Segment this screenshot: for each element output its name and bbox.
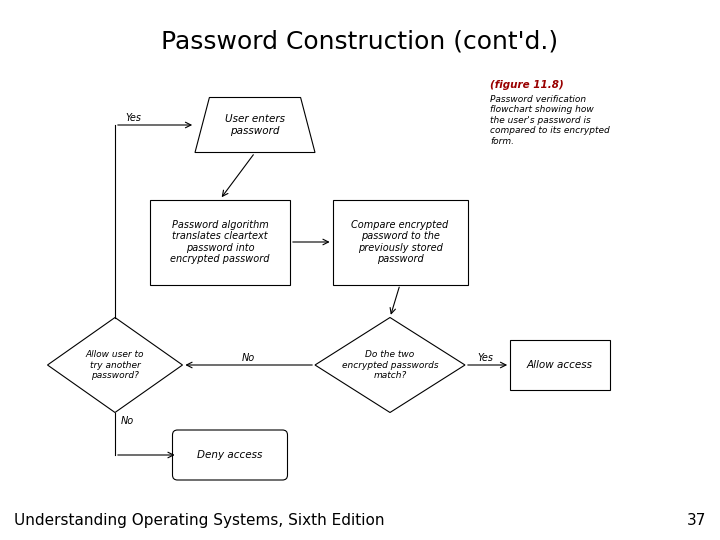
Text: Compare encrypted
password to the
previously stored
password: Compare encrypted password to the previo…: [351, 220, 449, 265]
Text: Password Construction (cont'd.): Password Construction (cont'd.): [161, 30, 559, 54]
Text: No: No: [242, 353, 256, 363]
Bar: [510, 340, 610, 390]
Text: 37: 37: [687, 513, 706, 528]
Text: Understanding Operating Systems, Sixth Edition: Understanding Operating Systems, Sixth E…: [14, 513, 384, 528]
Text: (figure 11.8): (figure 11.8): [490, 80, 564, 90]
Bar: [333, 199, 467, 285]
Bar: [150, 199, 290, 285]
Text: No: No: [120, 415, 134, 426]
Text: User enters
password: User enters password: [225, 114, 285, 136]
FancyBboxPatch shape: [173, 430, 287, 480]
Text: Password verification
flowchart showing how
the user's password is
compared to i: Password verification flowchart showing …: [490, 95, 610, 146]
Text: Allow user to
try another
password?: Allow user to try another password?: [86, 350, 144, 380]
Text: Password algorithm
translates cleartext
password into
encrypted password: Password algorithm translates cleartext …: [170, 220, 270, 265]
Text: Deny access: Deny access: [197, 450, 263, 460]
Polygon shape: [195, 98, 315, 152]
Text: Allow access: Allow access: [527, 360, 593, 370]
Polygon shape: [48, 318, 182, 413]
Text: Do the two
encrypted passwords
match?: Do the two encrypted passwords match?: [342, 350, 438, 380]
Text: Yes: Yes: [125, 113, 141, 123]
Polygon shape: [315, 318, 465, 413]
Text: Yes: Yes: [477, 353, 493, 363]
